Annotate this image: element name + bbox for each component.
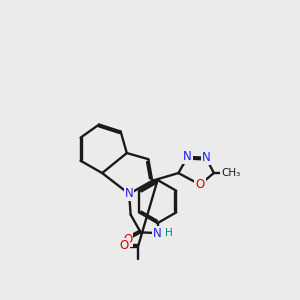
Text: N: N [125, 187, 134, 200]
Text: O: O [195, 178, 205, 191]
Text: N: N [153, 226, 162, 240]
Text: H: H [164, 228, 172, 238]
Text: O: O [123, 233, 132, 246]
Text: N: N [202, 151, 211, 164]
Text: N: N [183, 150, 192, 164]
Text: O: O [120, 239, 129, 252]
Text: CH₃: CH₃ [221, 168, 240, 178]
